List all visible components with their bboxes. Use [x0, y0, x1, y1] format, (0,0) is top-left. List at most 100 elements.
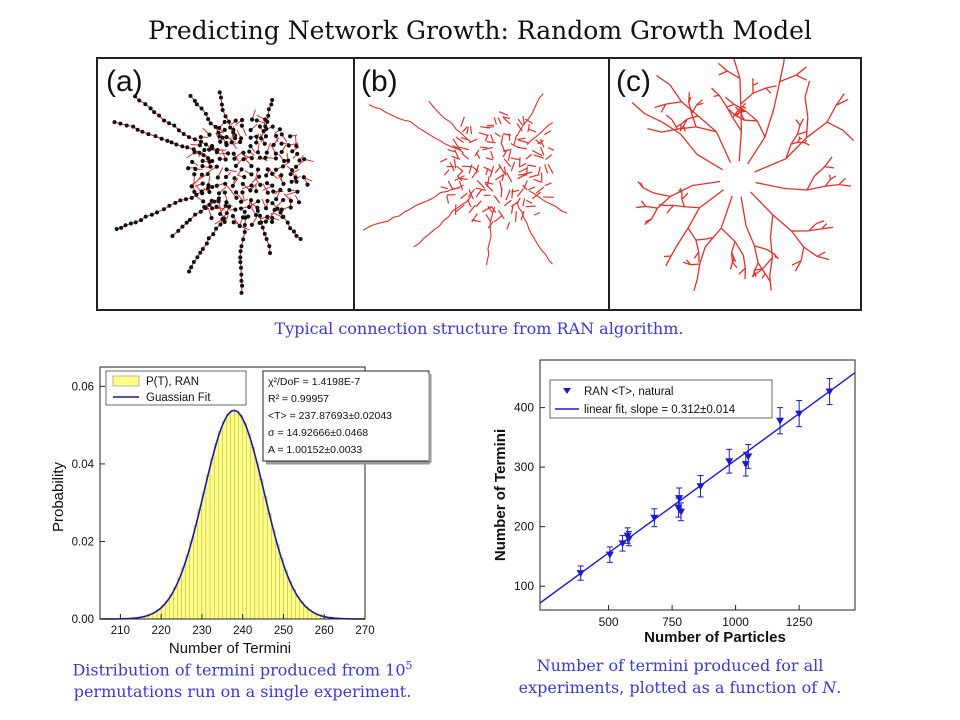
network-node	[203, 142, 208, 147]
data-point	[776, 417, 785, 425]
network-node	[222, 119, 227, 125]
legend-bar-swatch	[112, 375, 140, 387]
network-node	[255, 205, 260, 210]
network-link	[516, 123, 523, 132]
data-point	[675, 495, 684, 503]
network-node	[275, 206, 280, 211]
data-point	[795, 410, 804, 418]
network-branch	[799, 137, 803, 140]
network-node	[248, 127, 253, 133]
network-node	[249, 222, 254, 227]
network-node	[198, 134, 203, 140]
network-node	[305, 182, 310, 187]
histogram-bar	[213, 443, 219, 620]
network-link	[446, 195, 450, 204]
network-node	[263, 155, 268, 160]
network-branch	[718, 94, 727, 106]
network-node	[250, 117, 255, 122]
network-node	[233, 118, 238, 123]
network-branch	[663, 255, 672, 258]
network-node	[159, 136, 164, 141]
network-node	[274, 133, 279, 139]
network-link	[502, 116, 511, 120]
network-node	[186, 135, 191, 140]
network-branch	[813, 166, 826, 177]
network-arm	[428, 100, 472, 143]
network-arm	[368, 104, 464, 154]
network-node	[294, 233, 299, 238]
caption-histogram-line1: Distribution of termini produced from 10	[72, 660, 406, 680]
stat-r2: R² = 0.99957	[268, 393, 329, 405]
network-node	[112, 120, 117, 125]
network-link	[495, 174, 504, 181]
network-node	[270, 183, 275, 188]
network-node	[239, 278, 244, 283]
network-branch	[653, 192, 671, 198]
network-node	[290, 168, 295, 173]
network-branch	[666, 208, 671, 214]
panel-label-a: (a)	[106, 65, 143, 98]
stats-box-frame	[262, 370, 430, 462]
network-branch	[718, 70, 728, 76]
network-node	[119, 225, 124, 230]
caption-scatter-period: .	[836, 678, 842, 697]
histogram-bar	[222, 420, 227, 620]
network-branch	[715, 131, 732, 163]
data-point	[650, 514, 659, 522]
network-branch	[699, 246, 706, 265]
network-branch	[797, 138, 801, 143]
network-node	[214, 164, 219, 169]
network-branch	[816, 255, 830, 261]
network-link	[486, 141, 496, 144]
network-node	[239, 244, 244, 249]
network-node	[188, 93, 193, 98]
network-node	[288, 134, 293, 139]
network-node	[225, 151, 231, 156]
network-node	[138, 218, 143, 223]
network-branch	[791, 260, 802, 266]
network-link	[455, 204, 465, 213]
network-branch	[824, 156, 833, 167]
network-branch	[773, 81, 781, 109]
network-branch	[805, 116, 809, 138]
network-node	[238, 136, 244, 141]
network-link	[506, 172, 513, 183]
network-link	[514, 211, 517, 222]
network-branch	[654, 103, 666, 109]
network-node	[238, 139, 243, 145]
network-node	[231, 130, 236, 135]
network-node	[269, 219, 275, 224]
panel-label-b: (b)	[361, 65, 398, 98]
network-link	[516, 188, 524, 197]
network-node	[266, 113, 271, 118]
network-node	[248, 144, 253, 149]
network-node	[254, 140, 259, 145]
network-node	[242, 229, 247, 234]
network-branch	[691, 113, 697, 128]
network-node	[265, 167, 270, 172]
network-branch	[696, 153, 723, 171]
network-branch	[821, 226, 834, 230]
network-node	[226, 119, 231, 124]
network-link	[479, 146, 488, 149]
histogram-legend: P(T), RAN Guassian Fit	[105, 370, 247, 406]
network-branch	[806, 175, 815, 191]
network-node	[153, 134, 158, 139]
network-link	[471, 171, 477, 179]
network-node	[210, 184, 215, 189]
histogram-bar	[230, 410, 235, 620]
network-link	[503, 133, 512, 136]
scatter-legend: RAN <T>, natural linear fit, slope = 0.3…	[549, 379, 773, 419]
network-branch	[808, 228, 822, 232]
caption-histogram-line2: permutations run on a single experiment.	[73, 682, 412, 702]
data-point	[741, 461, 750, 469]
network-node	[214, 226, 219, 231]
network-branch	[687, 207, 701, 229]
network-branch	[642, 187, 655, 194]
network-branch	[838, 177, 846, 186]
network-link	[485, 126, 494, 129]
network-node	[254, 189, 259, 194]
network-link	[493, 214, 503, 223]
network-branch	[828, 174, 832, 180]
network-node	[298, 236, 303, 241]
